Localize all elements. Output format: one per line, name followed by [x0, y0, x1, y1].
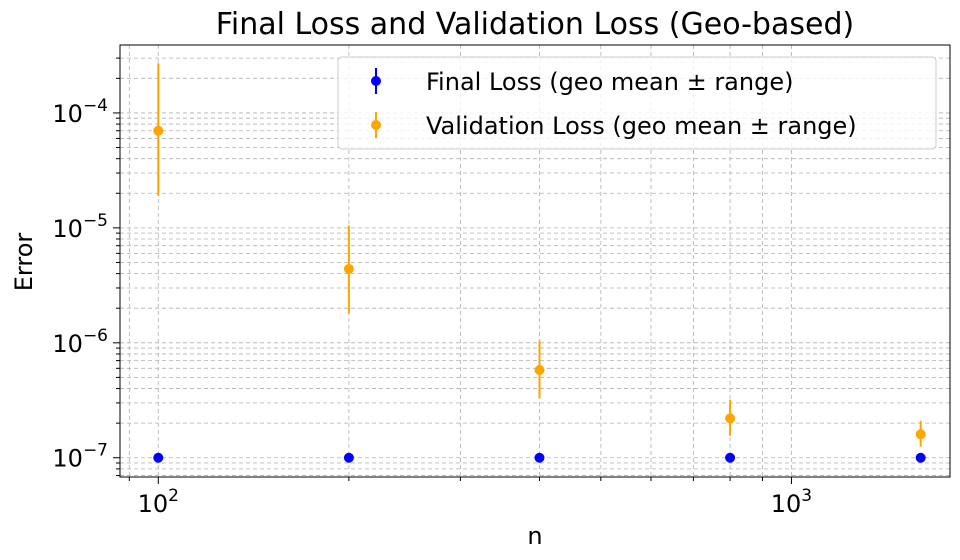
legend-final-loss-label: Final Loss (geo mean ± range)	[426, 68, 793, 96]
x-axis-label: n	[527, 522, 542, 550]
y-tick-label: 10−5	[52, 211, 108, 243]
legend-final-loss-marker	[371, 76, 381, 86]
validation-loss-point	[343, 263, 354, 274]
y-tick-label: 10−6	[52, 326, 108, 358]
y-axis-label: Error	[10, 233, 38, 292]
final-loss-point	[534, 452, 545, 463]
legend-box	[337, 56, 937, 150]
axis-ticks: 102 103 10−7 10−6 10−5 10−4	[52, 57, 812, 518]
data-points	[153, 63, 926, 463]
legend-validation-loss-marker	[371, 120, 381, 130]
x-tick-label: 103	[771, 486, 812, 518]
y-tick-label: 10−7	[52, 441, 108, 473]
validation-loss-point	[153, 125, 164, 136]
legend-validation-loss-label: Validation Loss (geo mean ± range)	[426, 112, 857, 140]
final-loss-point	[343, 452, 354, 463]
legend: Final Loss (geo mean ± range) Validation …	[337, 56, 937, 150]
final-loss-point	[915, 452, 926, 463]
validation-loss-point	[915, 429, 926, 440]
final-loss-point	[725, 452, 736, 463]
validation-loss-point	[534, 365, 545, 376]
validation-loss-point	[725, 413, 736, 424]
plot-frame	[119, 44, 951, 478]
final-loss-point	[153, 452, 164, 463]
x-tick-label: 102	[138, 486, 179, 518]
chart-title: Final Loss and Validation Loss (Geo-base…	[216, 7, 854, 42]
y-tick-label: 10−4	[52, 96, 108, 128]
